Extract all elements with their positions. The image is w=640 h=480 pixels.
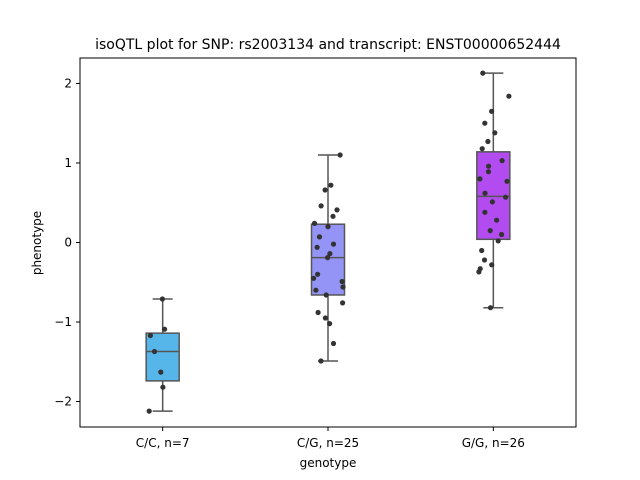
data-point bbox=[485, 138, 491, 145]
data-point bbox=[482, 190, 488, 196]
data-point bbox=[482, 120, 488, 126]
data-point bbox=[334, 207, 340, 213]
data-point bbox=[160, 384, 166, 390]
y-tick-label: 2 bbox=[64, 76, 72, 90]
data-point bbox=[481, 257, 488, 263]
data-point bbox=[340, 300, 346, 306]
x-axis-label: genotype bbox=[300, 456, 357, 470]
data-point bbox=[158, 369, 164, 375]
data-point bbox=[503, 194, 509, 200]
data-point bbox=[489, 199, 495, 205]
data-point bbox=[495, 238, 501, 244]
data-point bbox=[476, 269, 482, 275]
data-point bbox=[489, 262, 495, 268]
data-point bbox=[485, 169, 492, 175]
data-point bbox=[314, 244, 320, 250]
data-point bbox=[479, 146, 485, 152]
x-tick-label: C/C, n=7 bbox=[136, 436, 190, 450]
data-point bbox=[318, 203, 324, 209]
data-point bbox=[325, 255, 331, 261]
x-tick-label: C/G, n=25 bbox=[297, 436, 359, 450]
data-point bbox=[159, 296, 165, 302]
data-point bbox=[504, 178, 510, 184]
plot-area bbox=[145, 70, 512, 414]
y-tick-label: −2 bbox=[54, 395, 72, 409]
data-point bbox=[489, 108, 495, 114]
chart-title: isoQTL plot for SNP: rs2003134 and trans… bbox=[95, 37, 561, 53]
data-point bbox=[318, 358, 324, 364]
data-point bbox=[337, 152, 343, 158]
box-group bbox=[145, 296, 180, 414]
y-tick-label: −1 bbox=[54, 315, 72, 329]
data-point bbox=[340, 284, 346, 290]
data-point bbox=[147, 332, 153, 339]
data-point bbox=[323, 292, 329, 298]
data-point bbox=[506, 93, 512, 99]
box-group bbox=[476, 70, 512, 311]
data-point bbox=[146, 408, 152, 414]
y-axis-label: phenotype bbox=[30, 211, 44, 275]
data-point bbox=[487, 305, 494, 311]
data-point bbox=[330, 241, 337, 247]
data-point bbox=[322, 187, 328, 193]
data-point bbox=[499, 158, 505, 164]
data-point bbox=[487, 228, 493, 234]
data-point bbox=[486, 163, 492, 169]
data-point bbox=[482, 209, 488, 215]
data-point bbox=[328, 182, 334, 188]
data-point bbox=[313, 287, 319, 293]
data-point bbox=[330, 213, 336, 219]
data-point bbox=[151, 348, 158, 355]
data-point bbox=[327, 251, 333, 257]
data-point bbox=[162, 326, 168, 332]
data-point bbox=[315, 309, 321, 316]
data-point bbox=[322, 315, 328, 321]
data-point bbox=[480, 70, 486, 76]
data-point bbox=[492, 130, 498, 136]
data-point bbox=[339, 278, 345, 285]
box-group bbox=[310, 152, 346, 364]
axes: −2 −1 0 1 2 C/C, n=7 C/G, n=25 G/G, n=26 bbox=[54, 76, 525, 450]
data-point bbox=[499, 231, 505, 238]
y-tick-label: 0 bbox=[64, 236, 72, 250]
data-point bbox=[316, 234, 323, 240]
data-point bbox=[479, 247, 485, 254]
data-point bbox=[330, 340, 337, 347]
data-point bbox=[494, 217, 500, 223]
data-point bbox=[315, 271, 321, 277]
data-point bbox=[477, 176, 483, 182]
x-tick-label: G/G, n=26 bbox=[462, 436, 525, 450]
y-tick-label: 1 bbox=[64, 156, 72, 170]
data-point bbox=[311, 220, 318, 226]
data-point bbox=[325, 224, 331, 230]
data-point bbox=[327, 321, 333, 327]
data-point bbox=[311, 275, 317, 281]
